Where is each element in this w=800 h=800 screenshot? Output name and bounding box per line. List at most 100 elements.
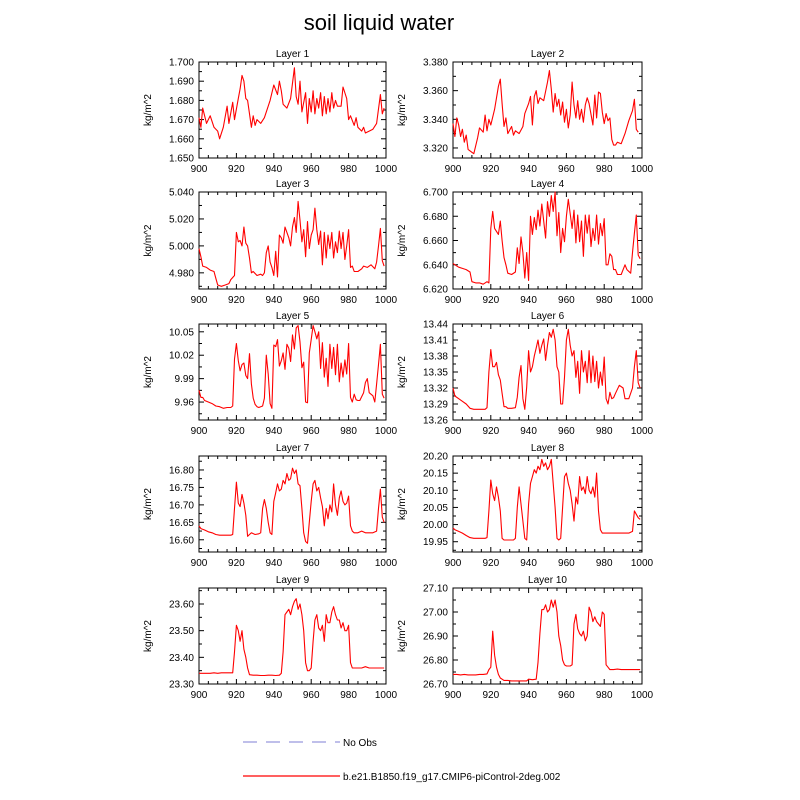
y-tick-label: 13.41 [423,336,448,347]
figure-title: soil liquid water [304,10,454,35]
panel-layer-4: Layer 4 kg/m^2 900 920 940 960 980 1000 6.620 6.6… [397,179,654,306]
x-tick-label: 940 [520,690,537,701]
y-tick-label: 26.90 [423,632,448,643]
series-line [198,67,385,140]
y-axis-label: kg/m^2 [143,356,154,388]
y-axis-label: kg/m^2 [397,94,408,126]
y-tick-label: 10.05 [169,327,194,338]
y-tick-label: 13.32 [423,384,448,395]
y-tick-label: 16.70 [169,500,194,511]
y-axis-label: kg/m^2 [397,224,408,256]
y-tick-label: 16.80 [169,465,194,476]
legend: No Obs b.e21.B1850.f19_g17.CMIP6-piContr… [243,738,561,783]
series-line [452,70,639,155]
x-tick-label: 960 [558,426,575,437]
plot-frame [198,191,387,290]
y-tick-label: 3.360 [423,86,448,97]
x-tick-label: 940 [265,690,282,701]
y-tick-label: 19.95 [423,537,448,548]
x-tick-label: 920 [482,558,499,569]
panel-title: Layer 9 [276,575,310,586]
series-line [198,200,385,287]
y-tick-label: 6.700 [423,188,448,199]
y-tick-label: 1.700 [169,58,194,69]
y-tick-label: 9.99 [175,374,195,385]
panel-title: Layer 5 [276,311,310,322]
panel-title: Layer 3 [276,179,310,190]
x-tick-label: 1000 [631,295,654,306]
y-tick-label: 5.040 [169,188,194,199]
y-axis-label: kg/m^2 [143,94,154,126]
y-tick-label: 1.680 [169,96,194,107]
plot-frame [452,323,643,421]
y-tick-label: 1.650 [169,154,194,165]
x-tick-label: 940 [265,295,282,306]
x-tick-label: 960 [558,295,575,306]
x-tick-label: 980 [596,690,613,701]
y-tick-label: 9.96 [175,398,195,409]
panels: Layer 1 kg/m^2 900 920 940 960 980 1000 1.650 1.6… [143,49,654,701]
x-tick-label: 960 [303,690,320,701]
x-tick-label: 1000 [631,690,654,701]
legend-model-label: b.e21.B1850.f19_g17.CMIP6-piControl-2deg… [343,772,561,783]
x-tick-label: 920 [228,164,245,175]
panel-layer-8: Layer 8 kg/m^2 900 920 940 960 980 1000 19.95 20.… [397,443,654,569]
x-tick-label: 960 [303,164,320,175]
x-tick-label: 980 [340,558,357,569]
series-line [453,599,641,682]
x-tick-label: 900 [191,558,208,569]
series-line [198,467,385,544]
x-tick-label: 980 [596,164,613,175]
y-tick-label: 13.29 [423,400,448,411]
x-tick-label: 900 [191,295,208,306]
y-tick-label: 16.75 [169,483,194,494]
panel-layer-1: Layer 1 kg/m^2 900 920 940 960 980 1000 1.650 1.6… [143,49,398,175]
x-tick-label: 940 [520,295,537,306]
panel-title: Layer 6 [531,311,565,322]
x-tick-label: 920 [482,426,499,437]
x-tick-label: 920 [482,690,499,701]
panel-title: Layer 7 [276,443,310,454]
plot-frame [452,455,643,553]
x-tick-label: 920 [228,558,245,569]
y-tick-label: 1.670 [169,115,194,126]
x-tick-label: 900 [445,558,462,569]
x-tick-label: 960 [558,690,575,701]
y-tick-label: 20.15 [423,469,448,480]
y-tick-label: 1.660 [169,134,194,145]
y-tick-label: 27.00 [423,608,448,619]
plot-frame [198,587,387,685]
x-tick-label: 960 [303,426,320,437]
x-tick-label: 980 [596,426,613,437]
x-tick-label: 980 [596,558,613,569]
panel-layer-6: Layer 6 kg/m^2 900 920 940 960 980 1000 13.26 13.… [397,311,654,437]
x-tick-label: 920 [228,295,245,306]
x-tick-label: 960 [303,558,320,569]
y-tick-label: 6.660 [423,236,448,247]
x-tick-label: 940 [520,164,537,175]
y-tick-label: 23.40 [169,653,194,664]
y-tick-label: 4.980 [169,268,194,279]
x-tick-label: 960 [558,164,575,175]
y-tick-label: 13.44 [423,320,448,331]
x-tick-label: 1000 [375,164,398,175]
y-tick-label: 10.02 [169,351,194,362]
series-line [452,328,641,410]
x-tick-label: 900 [445,164,462,175]
y-tick-label: 13.35 [423,368,448,379]
x-tick-label: 920 [228,426,245,437]
y-axis-label: kg/m^2 [143,224,154,256]
x-tick-label: 900 [445,690,462,701]
x-tick-label: 900 [191,164,208,175]
y-tick-label: 27.10 [423,584,448,595]
x-tick-label: 980 [340,295,357,306]
y-axis-label: kg/m^2 [397,356,408,388]
y-tick-label: 5.020 [169,214,194,225]
series-line [199,598,385,677]
panel-title: Layer 4 [531,179,565,190]
x-tick-label: 940 [265,558,282,569]
panel-layer-3: Layer 3 kg/m^2 900 920 940 960 980 1000 4.980 5.0… [143,179,398,306]
x-tick-label: 1000 [375,295,398,306]
y-tick-label: 20.00 [423,520,448,531]
